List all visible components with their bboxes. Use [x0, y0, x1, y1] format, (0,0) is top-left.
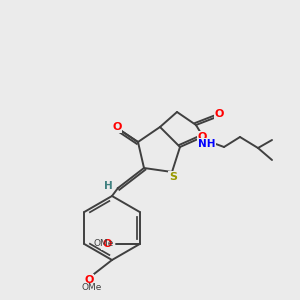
Text: OMe: OMe [81, 284, 101, 292]
Text: NH: NH [198, 139, 216, 149]
Text: OMe: OMe [94, 239, 114, 248]
Text: S: S [169, 172, 177, 182]
Text: H: H [103, 181, 112, 191]
Text: O: O [84, 275, 94, 285]
Text: O: O [112, 122, 122, 132]
Text: O: O [102, 239, 111, 249]
Text: O: O [197, 132, 207, 142]
Text: O: O [214, 109, 224, 119]
